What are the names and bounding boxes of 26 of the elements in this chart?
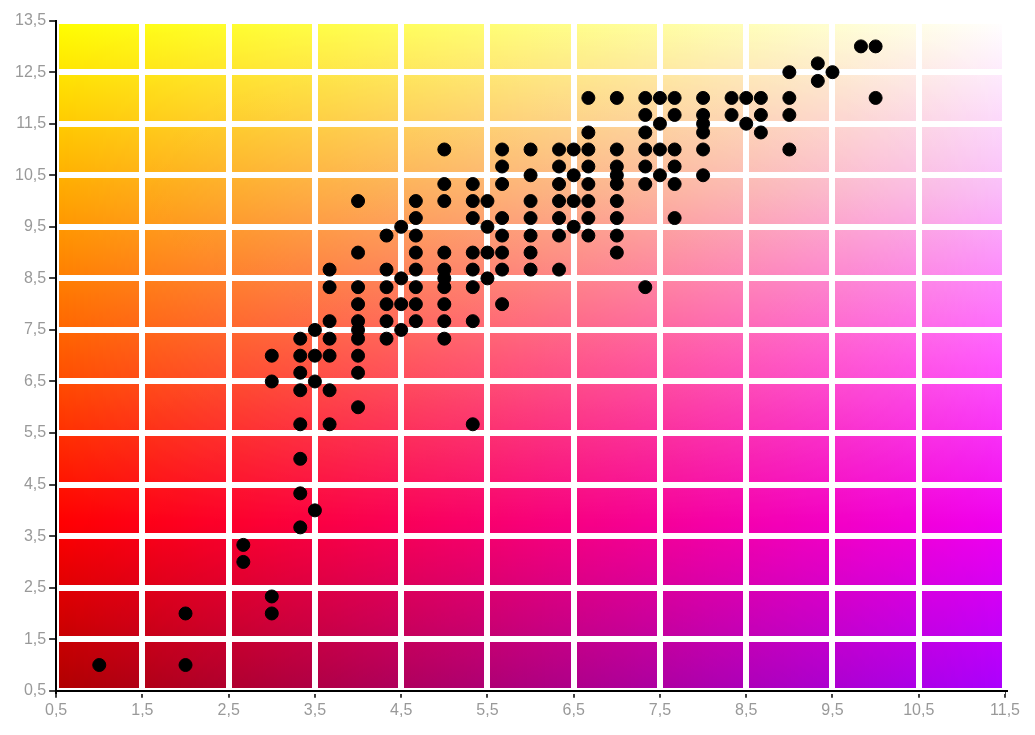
y-tick-label: 6,5 — [23, 371, 47, 389]
x-tick-label: 9,5 — [821, 700, 844, 718]
x-tick-label: 0,5 — [45, 700, 68, 718]
x-tick-label: 4,5 — [390, 700, 413, 718]
y-tick-label: 8,5 — [23, 268, 47, 286]
x-tick-label: 6,5 — [562, 700, 585, 718]
y-tick-label: 2,5 — [23, 578, 47, 596]
y-tick-label: 1,5 — [23, 629, 47, 647]
y-tick-label: 9,5 — [23, 217, 47, 235]
y-tick-label: 11,5 — [16, 114, 47, 132]
x-tick-label: 7,5 — [648, 700, 672, 718]
y-tick-label: 0,5 — [23, 681, 47, 699]
x-tick-label: 11,5 — [990, 700, 1021, 718]
x-tick-label: 3,5 — [303, 700, 327, 718]
x-tick-label: 10,5 — [903, 700, 935, 718]
y-tick-label: 3,5 — [23, 526, 47, 544]
x-tick-label: 5,5 — [476, 700, 499, 718]
y-tick-label: 12,5 — [15, 62, 47, 80]
y-tick-label: 5,5 — [23, 423, 47, 441]
y-tick-label: 13,5 — [15, 11, 47, 29]
y-tick-label: 4,5 — [23, 474, 47, 492]
x-tick-label: 1,5 — [131, 700, 154, 718]
x-tick-label: 8,5 — [735, 700, 758, 718]
y-tick-label: 10,5 — [15, 165, 47, 183]
y-tick-label: 7,5 — [23, 320, 47, 338]
x-tick-label: 2,5 — [217, 700, 240, 718]
